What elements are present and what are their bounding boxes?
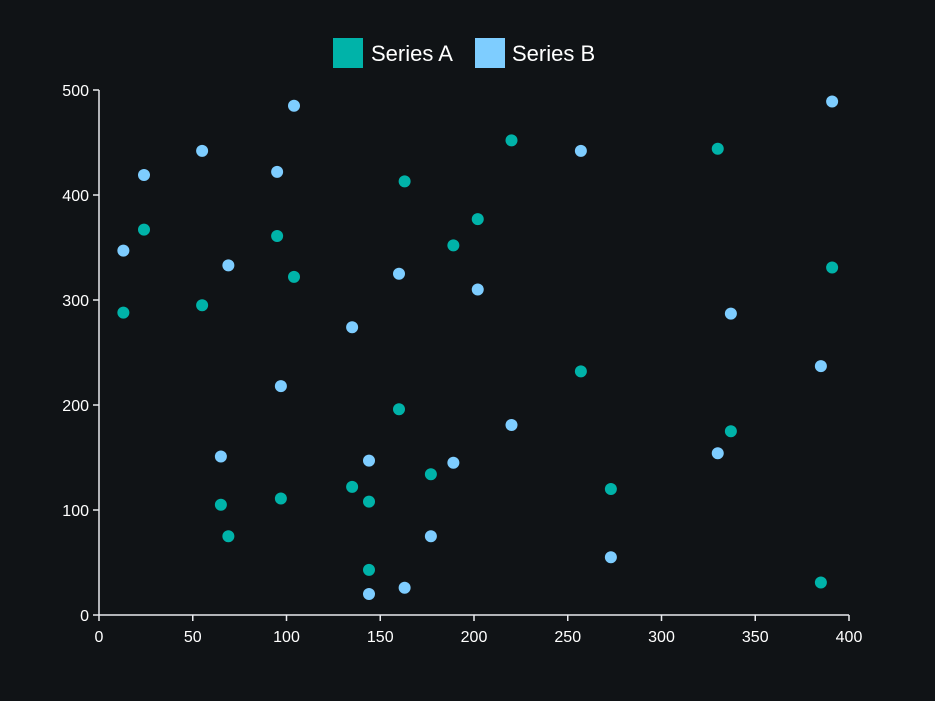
data-point [196, 299, 209, 312]
data-point [574, 144, 587, 157]
data-point [424, 468, 437, 481]
data-point [505, 134, 518, 147]
data-point [288, 99, 300, 112]
data-point [604, 551, 617, 564]
data-point [214, 450, 227, 463]
y-tick-label: 400 [62, 188, 89, 205]
data-point [724, 425, 737, 438]
data-point [271, 229, 284, 242]
data-point [138, 169, 150, 182]
series-b [117, 95, 839, 600]
data-point [222, 259, 235, 272]
y-tick-label: 300 [62, 293, 89, 310]
data-point [271, 165, 284, 178]
legend: Series A Series B [333, 38, 595, 68]
data-point [363, 454, 375, 467]
x-tick-label: 0 [95, 629, 104, 646]
legend-item: Series A [333, 38, 453, 68]
data-point [826, 261, 839, 274]
data-point [471, 213, 484, 226]
data-point [274, 380, 287, 393]
x-tick-label: 100 [273, 629, 300, 646]
x-tick-label: 400 [836, 629, 863, 646]
data-point [505, 418, 518, 431]
data-point [363, 588, 375, 600]
data-point [826, 95, 839, 108]
data-point [138, 223, 150, 236]
data-point [447, 456, 460, 469]
y-tick-label: 200 [62, 398, 89, 415]
y-tick-label: 500 [62, 83, 89, 100]
data-point [447, 239, 460, 252]
x-tick-label: 250 [554, 629, 581, 646]
data-point [814, 576, 827, 589]
data-point [471, 283, 484, 296]
legend-label: Series B [512, 41, 595, 66]
data-point [196, 144, 209, 157]
data-point [814, 360, 827, 373]
data-point [214, 498, 227, 511]
legend-label: Series A [371, 41, 453, 66]
axes: 0 50 100 150 200 250 300 350 400 0 100 200 300 400 500 [62, 83, 862, 646]
data-point [346, 321, 359, 334]
data-point [363, 495, 375, 508]
data-point [393, 403, 405, 416]
data-point [724, 307, 737, 320]
data-point [424, 530, 437, 543]
data-point [398, 581, 411, 594]
legend-item: Series B [475, 38, 595, 68]
y-tick-label: 0 [80, 608, 89, 625]
legend-swatch [475, 38, 505, 68]
data-point [222, 530, 235, 543]
x-tick-label: 350 [742, 629, 769, 646]
data-point [346, 480, 359, 493]
data-point [398, 175, 411, 188]
data-point [574, 365, 587, 378]
data-point [363, 563, 375, 576]
y-tick-label: 100 [62, 503, 89, 520]
data-point [117, 306, 130, 319]
data-point [117, 244, 130, 257]
x-tick-label: 300 [648, 629, 675, 646]
data-point [604, 483, 617, 495]
data-point [288, 270, 300, 283]
x-tick-label: 200 [461, 629, 488, 646]
data-point [393, 267, 405, 280]
data-points [117, 95, 839, 600]
data-point [711, 142, 724, 155]
series-a [117, 134, 839, 589]
x-tick-label: 150 [367, 629, 394, 646]
data-point [274, 492, 287, 505]
x-tick-label: 50 [184, 629, 202, 646]
data-point [711, 447, 724, 460]
legend-swatch [333, 38, 363, 68]
